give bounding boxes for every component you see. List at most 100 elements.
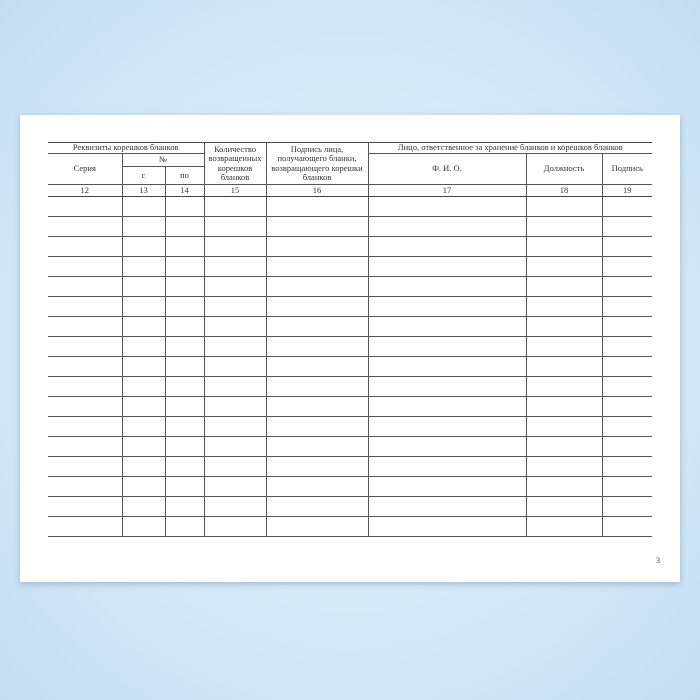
table-cell[interactable] (601, 396, 653, 417)
table-cell[interactable] (203, 316, 267, 337)
table-cell[interactable] (367, 336, 527, 357)
table-cell[interactable] (164, 356, 205, 377)
table-cell[interactable] (121, 356, 166, 377)
table-cell[interactable] (525, 216, 603, 237)
table-cell[interactable] (601, 256, 653, 277)
table-cell[interactable] (367, 396, 527, 417)
table-cell[interactable] (48, 276, 123, 297)
table-cell[interactable] (601, 456, 653, 477)
table-cell[interactable] (601, 496, 653, 517)
table-cell[interactable] (525, 236, 603, 257)
table-cell[interactable] (203, 336, 267, 357)
table-cell[interactable] (265, 296, 369, 317)
table-cell[interactable] (367, 316, 527, 337)
table-cell[interactable] (525, 336, 603, 357)
table-cell[interactable] (121, 376, 166, 397)
table-cell[interactable] (265, 396, 369, 417)
table-cell[interactable] (601, 416, 653, 437)
table-cell[interactable] (601, 196, 653, 217)
table-cell[interactable] (265, 196, 369, 217)
table-cell[interactable] (48, 456, 123, 477)
table-cell[interactable] (265, 216, 369, 237)
table-cell[interactable] (265, 456, 369, 477)
table-cell[interactable] (121, 276, 166, 297)
table-cell[interactable] (121, 496, 166, 517)
table-cell[interactable] (164, 276, 205, 297)
table-cell[interactable] (367, 276, 527, 297)
table-cell[interactable] (203, 196, 267, 217)
table-cell[interactable] (203, 236, 267, 257)
table-cell[interactable] (121, 236, 166, 257)
table-cell[interactable] (164, 236, 205, 257)
table-cell[interactable] (601, 336, 653, 357)
table-cell[interactable] (265, 276, 369, 297)
table-cell[interactable] (265, 476, 369, 497)
table-cell[interactable] (121, 196, 166, 217)
table-cell[interactable] (367, 476, 527, 497)
table-cell[interactable] (265, 256, 369, 277)
table-cell[interactable] (203, 416, 267, 437)
table-cell[interactable] (525, 436, 603, 457)
table-cell[interactable] (164, 516, 205, 537)
table-cell[interactable] (121, 296, 166, 317)
table-cell[interactable] (203, 476, 267, 497)
table-cell[interactable] (367, 236, 527, 257)
table-cell[interactable] (203, 296, 267, 317)
table-cell[interactable] (121, 336, 166, 357)
table-cell[interactable] (203, 276, 267, 297)
table-cell[interactable] (601, 276, 653, 297)
table-cell[interactable] (164, 496, 205, 517)
table-cell[interactable] (203, 356, 267, 377)
table-cell[interactable] (265, 436, 369, 457)
table-cell[interactable] (121, 396, 166, 417)
table-cell[interactable] (121, 436, 166, 457)
table-cell[interactable] (48, 336, 123, 357)
table-cell[interactable] (265, 236, 369, 257)
table-cell[interactable] (164, 376, 205, 397)
table-cell[interactable] (525, 256, 603, 277)
table-cell[interactable] (525, 316, 603, 337)
table-cell[interactable] (601, 236, 653, 257)
table-cell[interactable] (525, 276, 603, 297)
table-cell[interactable] (121, 476, 166, 497)
table-cell[interactable] (164, 296, 205, 317)
table-cell[interactable] (525, 196, 603, 217)
table-cell[interactable] (48, 296, 123, 317)
table-cell[interactable] (48, 376, 123, 397)
table-cell[interactable] (525, 416, 603, 437)
table-cell[interactable] (48, 316, 123, 337)
table-cell[interactable] (525, 476, 603, 497)
table-cell[interactable] (164, 256, 205, 277)
table-cell[interactable] (121, 516, 166, 537)
table-cell[interactable] (265, 496, 369, 517)
table-cell[interactable] (601, 356, 653, 377)
table-cell[interactable] (367, 256, 527, 277)
table-cell[interactable] (48, 356, 123, 377)
table-cell[interactable] (203, 256, 267, 277)
table-cell[interactable] (48, 396, 123, 417)
table-cell[interactable] (601, 436, 653, 457)
table-cell[interactable] (164, 436, 205, 457)
table-cell[interactable] (525, 396, 603, 417)
table-cell[interactable] (121, 416, 166, 437)
table-cell[interactable] (121, 216, 166, 237)
table-cell[interactable] (48, 216, 123, 237)
table-cell[interactable] (265, 316, 369, 337)
table-cell[interactable] (48, 476, 123, 497)
table-cell[interactable] (367, 456, 527, 477)
table-cell[interactable] (164, 316, 205, 337)
table-cell[interactable] (601, 216, 653, 237)
table-cell[interactable] (525, 496, 603, 517)
table-cell[interactable] (525, 376, 603, 397)
table-cell[interactable] (48, 516, 123, 537)
table-cell[interactable] (164, 336, 205, 357)
table-cell[interactable] (367, 496, 527, 517)
table-cell[interactable] (48, 416, 123, 437)
table-cell[interactable] (203, 456, 267, 477)
table-cell[interactable] (121, 256, 166, 277)
table-cell[interactable] (525, 516, 603, 537)
table-cell[interactable] (164, 476, 205, 497)
table-cell[interactable] (601, 316, 653, 337)
table-cell[interactable] (525, 296, 603, 317)
table-cell[interactable] (164, 396, 205, 417)
